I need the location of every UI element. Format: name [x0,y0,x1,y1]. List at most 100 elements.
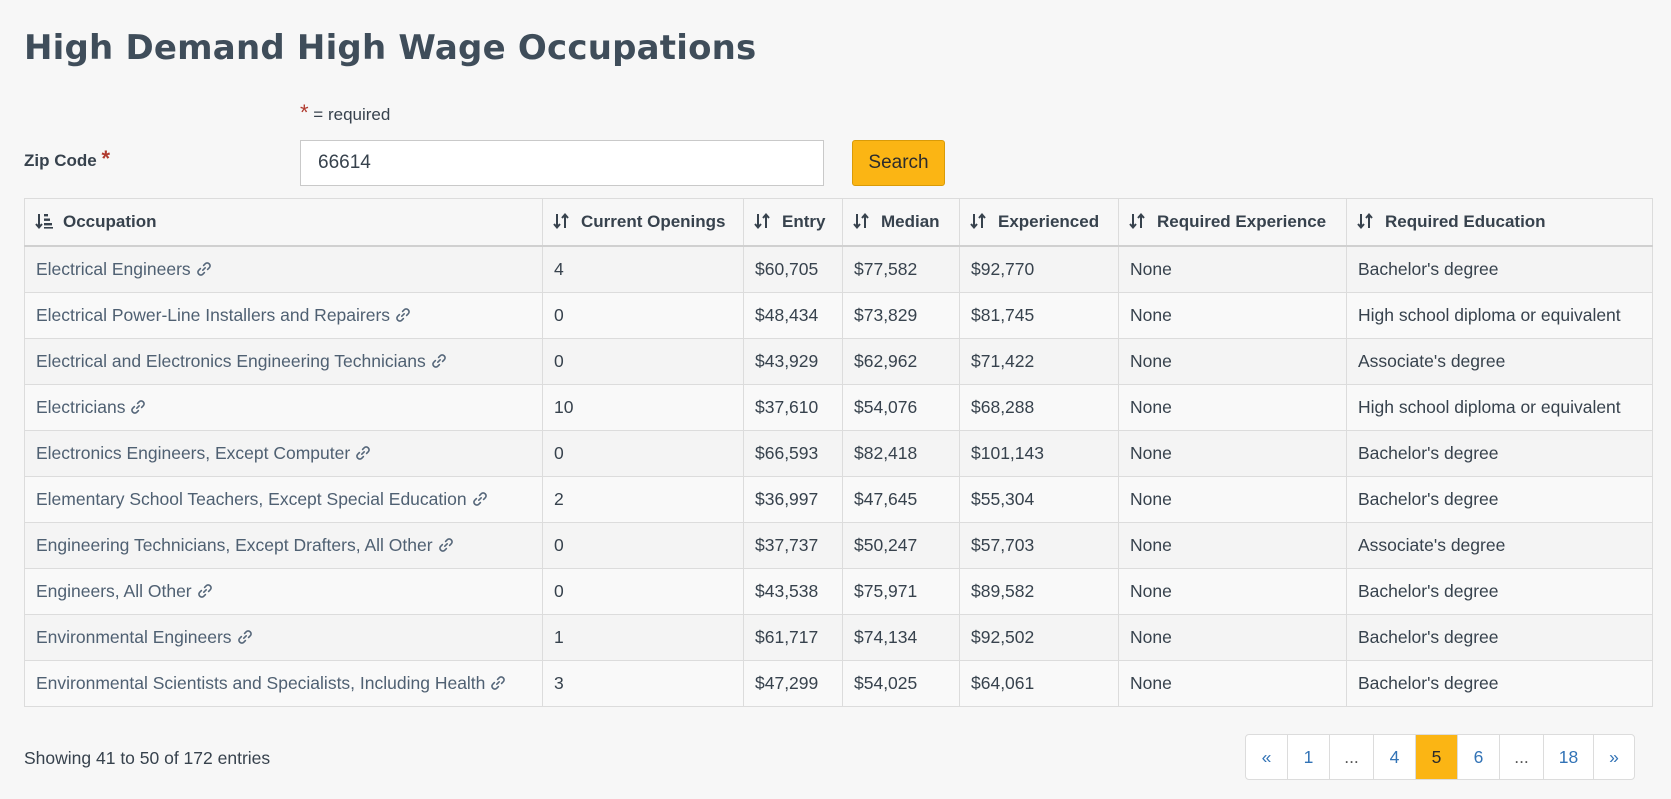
cell-median: $47,645 [842,476,960,523]
cell-experienced: $55,304 [959,476,1119,523]
cell-value: None [1130,351,1172,371]
cell-occupation: Engineering Technicians, Except Drafters… [24,522,543,569]
cell-value: $92,770 [971,259,1035,279]
column-header-median[interactable]: Median [842,198,960,247]
occupation-link[interactable]: Elementary School Teachers, Except Speci… [36,489,467,509]
cell-occupation: Electrical Engineers [24,245,543,293]
sort-arrows-icon[interactable] [1357,212,1375,230]
cell-required-experience: None [1118,522,1347,569]
column-header-required-experience[interactable]: Required Experience [1118,198,1347,247]
occupation-link[interactable]: Environmental Engineers [36,627,232,647]
cell-value: 3 [554,673,564,693]
link-icon[interactable] [490,675,506,691]
page-ellipsis: ... [1500,735,1544,779]
column-header-current-openings[interactable]: Current Openings [542,198,744,247]
cell-required-experience: None [1118,430,1347,477]
occupation-link[interactable]: Electronics Engineers, Except Computer [36,443,351,463]
cell-median: $50,247 [842,522,960,569]
cell-required-education: High school diploma or equivalent [1346,384,1653,431]
page-button[interactable]: 5 [1416,735,1458,779]
occupation-link[interactable]: Electrical Engineers [36,259,191,279]
page-button[interactable]: 18 [1544,735,1594,779]
link-icon[interactable] [130,399,146,415]
cell-value: $36,997 [755,489,819,509]
cell-required-experience: None [1118,476,1347,523]
cell-current-openings: 0 [542,338,744,385]
cell-entry: $48,434 [743,292,843,339]
link-icon[interactable] [196,261,212,277]
table-body: Electrical Engineers 4 $60,705 $77,582 $92,7… [24,245,1653,707]
cell-value: $77,582 [854,259,918,279]
table-row: Environmental Scientists and Specialists… [24,660,1653,707]
previous-page-button[interactable]: « [1246,735,1288,779]
occupation-link[interactable]: Electrical Power-Line Installers and Rep… [36,305,391,325]
cell-value: $89,582 [971,581,1035,601]
required-star: * [300,100,309,125]
cell-entry: $43,929 [743,338,843,385]
sort-arrows-icon[interactable] [553,212,571,230]
zip-code-input[interactable] [300,140,824,186]
column-header-entry[interactable]: Entry [743,198,843,247]
column-header-label: Median [881,212,940,231]
page-button[interactable]: 4 [1374,735,1416,779]
cell-experienced: $71,422 [959,338,1119,385]
sort-arrows-icon[interactable] [1129,212,1147,230]
page-button[interactable]: 6 [1458,735,1500,779]
cell-value: $68,288 [971,397,1035,417]
link-icon[interactable] [438,537,454,553]
cell-current-openings: 4 [542,245,744,293]
cell-required-education: Bachelor's degree [1346,430,1653,477]
column-header-label: Required Education [1385,212,1546,231]
occupation-link[interactable]: Electricians [36,397,126,417]
cell-required-education: Associate's degree [1346,338,1653,385]
table-row: Engineering Technicians, Except Drafters… [24,522,1653,569]
cell-value: None [1130,489,1172,509]
cell-occupation: Environmental Engineers [24,614,543,661]
table-row: Electricians 10 $37,610 $54,076 $68,288 None H… [24,384,1653,431]
table-row: Electronics Engineers, Except Computer 0 $… [24,430,1653,477]
occupations-table: Occupation Current Openings Entry Median Exp… [24,198,1653,707]
cell-median: $54,025 [842,660,960,707]
column-header-label: Required Experience [1157,212,1327,231]
column-header-experienced[interactable]: Experienced [959,198,1119,247]
cell-value: $60,705 [755,259,819,279]
link-icon[interactable] [355,445,371,461]
column-header-label: Occupation [63,212,157,231]
occupation-link[interactable]: Electrical and Electronics Engineering T… [36,351,426,371]
cell-entry: $66,593 [743,430,843,477]
cell-experienced: $64,061 [959,660,1119,707]
sort-arrows-icon[interactable] [970,212,988,230]
cell-value: $64,061 [971,673,1035,693]
sort-arrows-icon[interactable] [853,212,871,230]
page-ellipsis: ... [1330,735,1374,779]
link-icon[interactable] [395,307,411,323]
cell-median: $82,418 [842,430,960,477]
column-header-occupation[interactable]: Occupation [24,198,543,247]
occupation-link[interactable]: Environmental Scientists and Specialists… [36,673,486,693]
column-header-required-education[interactable]: Required Education [1346,198,1653,247]
zip-code-label: Zip Code * [24,146,110,172]
link-icon[interactable] [237,629,253,645]
cell-value: Associate's degree [1358,535,1506,555]
cell-value: $55,304 [971,489,1035,509]
cell-value: None [1130,397,1172,417]
search-button[interactable]: Search [852,140,945,186]
cell-value: $61,717 [755,627,819,647]
zip-code-label-text: Zip Code [24,151,97,170]
cell-value: None [1130,581,1172,601]
table-row: Electrical and Electronics Engineering T… [24,338,1653,385]
sort-arrows-icon[interactable] [35,212,53,230]
cell-median: $73,829 [842,292,960,339]
page-button[interactable]: 1 [1288,735,1330,779]
next-page-button[interactable]: » [1609,747,1619,767]
link-icon[interactable] [431,353,447,369]
link-icon[interactable] [472,491,488,507]
occupation-link[interactable]: Engineering Technicians, Except Drafters… [36,535,433,555]
link-icon[interactable] [197,583,213,599]
sort-arrows-icon[interactable] [754,212,772,230]
cell-current-openings: 10 [542,384,744,431]
cell-value: $57,703 [971,535,1035,555]
cell-value: $75,971 [854,581,918,601]
occupation-link[interactable]: Engineers, All Other [36,581,192,601]
